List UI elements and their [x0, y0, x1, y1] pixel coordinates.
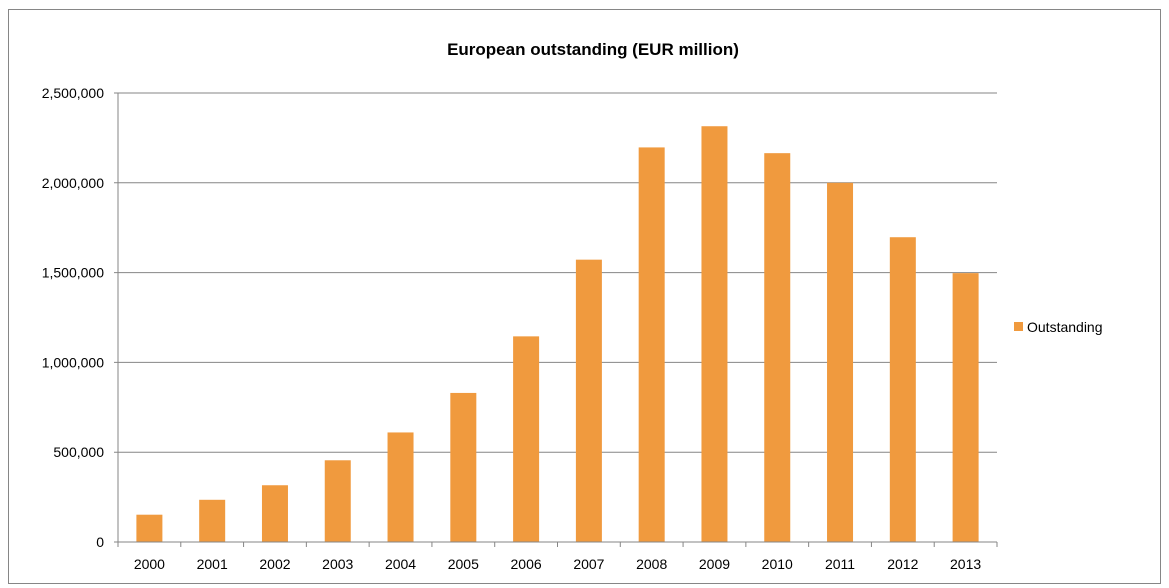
gridlines: [114, 93, 997, 452]
x-tick-label: 2001: [197, 556, 228, 572]
x-tick-label: 2000: [134, 556, 165, 572]
bar-2007: [576, 260, 602, 542]
y-tick-label: 2,500,000: [42, 85, 104, 101]
x-tick-label: 2003: [322, 556, 353, 572]
y-tick-label: 1,000,000: [42, 354, 104, 370]
bar-2000: [136, 515, 162, 542]
bar-2012: [890, 237, 916, 542]
x-tick-label: 2004: [385, 556, 416, 572]
bar-2002: [262, 485, 288, 542]
legend-swatch: [1014, 322, 1023, 331]
bar-2003: [325, 460, 351, 542]
bar-2001: [199, 500, 225, 542]
bar-2013: [953, 273, 979, 542]
bar-2006: [513, 336, 539, 542]
legend: Outstanding: [1014, 319, 1103, 335]
x-tick-label: 2005: [448, 556, 479, 572]
x-tick-label: 2002: [259, 556, 290, 572]
bar-2008: [639, 147, 665, 542]
y-tick-label: 1,500,000: [42, 265, 104, 281]
bar-2004: [388, 432, 414, 542]
legend-label: Outstanding: [1027, 319, 1103, 335]
x-tick-label: 2012: [887, 556, 918, 572]
bar-2011: [827, 183, 853, 542]
bar-2010: [764, 153, 790, 542]
x-tick-label: 2011: [825, 556, 855, 572]
y-tick-label: 0: [96, 534, 104, 550]
y-tick-label: 500,000: [53, 444, 104, 460]
x-tick-label: 2009: [699, 556, 730, 572]
chart-title: European outstanding (EUR million): [447, 40, 739, 59]
bars: [136, 126, 978, 542]
x-tick-label: 2007: [573, 556, 604, 572]
y-tick-label: 2,000,000: [42, 175, 104, 191]
bar-2005: [450, 393, 476, 542]
x-tick-label: 2010: [762, 556, 793, 572]
x-tick-label: 2008: [636, 556, 667, 572]
x-tick-label: 2013: [950, 556, 981, 572]
x-tick-label: 2006: [511, 556, 542, 572]
bar-2009: [701, 126, 727, 542]
